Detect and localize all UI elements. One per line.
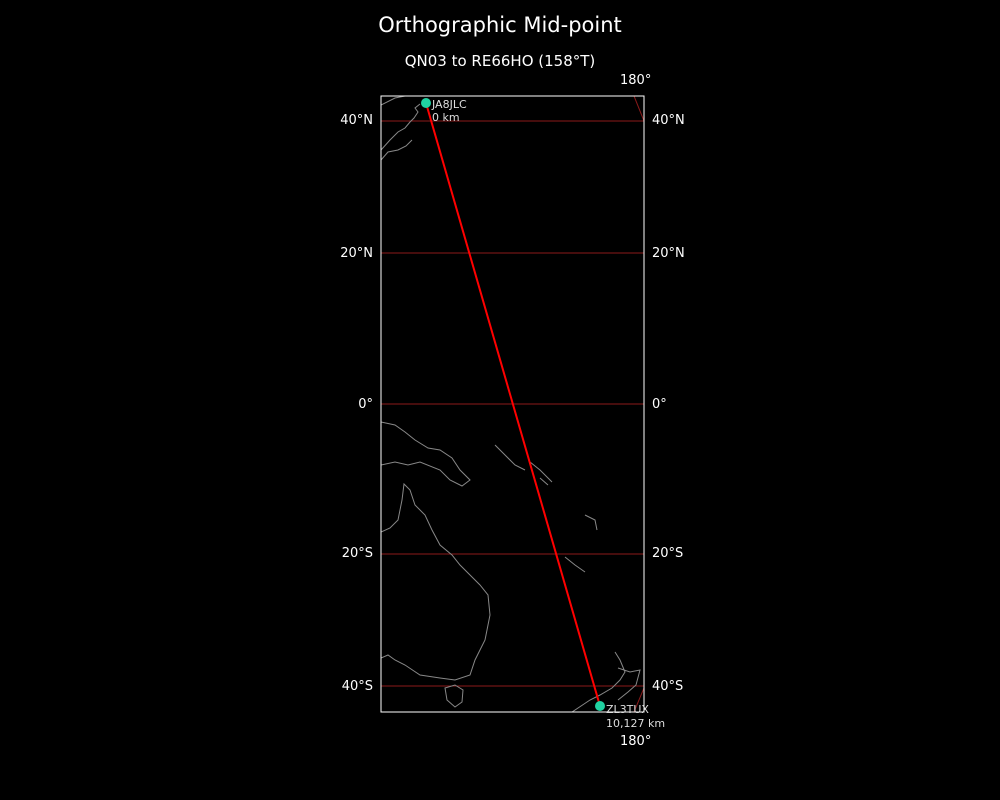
lat-label-left: 0° [358, 397, 373, 412]
end-distance: 10,127 km [606, 717, 666, 730]
chart-title: Orthographic Mid-point [378, 13, 622, 37]
lat-label-right: 20°N [652, 246, 685, 261]
lat-label-right: 20°S [652, 546, 684, 561]
tasmania-coast [444, 684, 464, 708]
new-guinea-coast [381, 421, 471, 487]
meridian-180-bottom [633, 687, 644, 712]
australia-coast [381, 482, 491, 681]
islands-coast [494, 444, 598, 573]
japan-coast [381, 96, 421, 161]
new-zealand-coast [571, 651, 641, 712]
start-distance: 0 km [432, 111, 460, 124]
start-marker[interactable] [421, 98, 431, 108]
end-marker[interactable] [595, 701, 605, 711]
end-callsign: ZL3TUX [606, 703, 649, 716]
meridian-label-bottom: 180° [620, 734, 652, 749]
lat-label-left: 20°S [341, 546, 373, 561]
start-callsign: JA8JLC [432, 98, 467, 111]
coastlines [381, 96, 641, 712]
lat-label-right: 40°N [652, 113, 685, 128]
great-circle-path [425, 102, 601, 707]
lat-label-left: 40°S [341, 679, 373, 694]
lat-label-right: 0° [652, 397, 667, 412]
meridian-label-top: 180° [620, 73, 652, 88]
chart-subtitle: QN03 to RE66HO (158°T) [404, 52, 596, 70]
lat-label-left: 40°N [340, 113, 373, 128]
graticule [381, 96, 644, 712]
meridian-180-top [633, 96, 644, 122]
lat-label-right: 40°S [652, 679, 684, 694]
map-frame [380, 95, 645, 713]
lat-label-left: 20°N [340, 246, 373, 261]
